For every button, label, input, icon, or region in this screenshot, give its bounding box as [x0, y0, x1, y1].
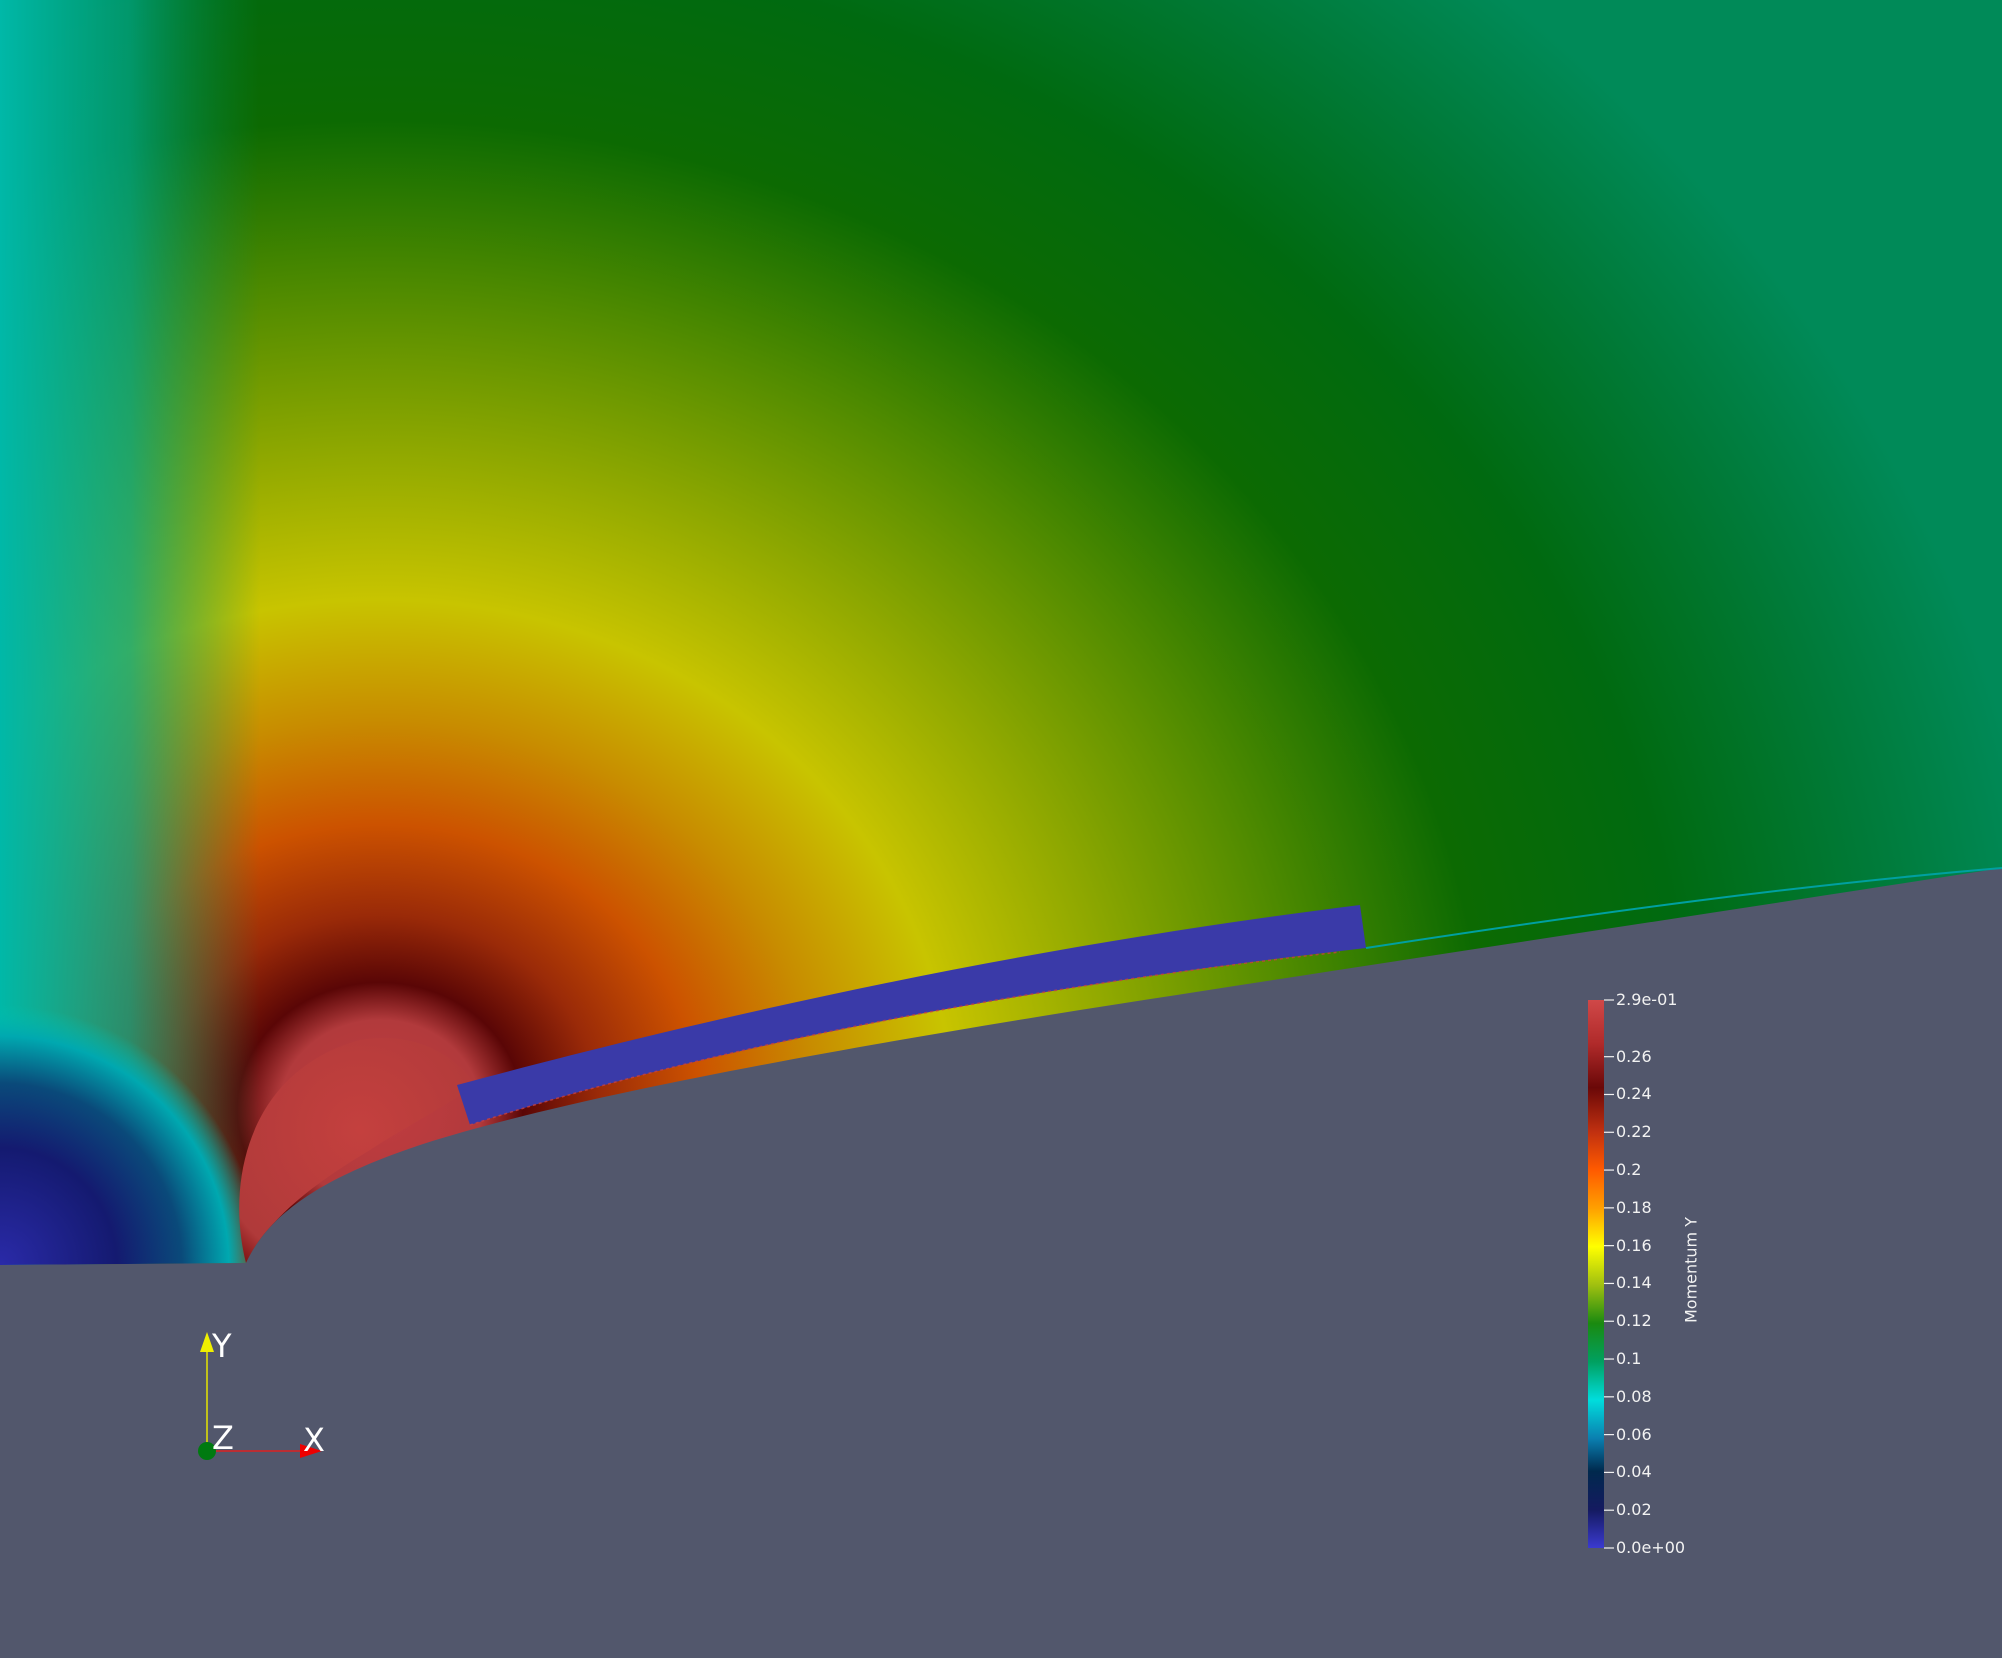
- z-origin-icon: [198, 1442, 216, 1460]
- flow-domain: [0, 0, 2002, 1265]
- shear-layer-strip: [457, 905, 1366, 1125]
- colorbar-tick-label: 0.0e+00: [1616, 1538, 1686, 1557]
- colorbar-tick-label: 0.08: [1616, 1386, 1652, 1406]
- colorbar-tick-label: 0.14: [1616, 1273, 1652, 1293]
- colorbar-title: Momentum Y: [1681, 1216, 1701, 1324]
- colorbar-tick-label: 0.04: [1616, 1462, 1652, 1482]
- colorbar-tick-label: 0.22: [1616, 1122, 1652, 1142]
- colorbar-tick-label: 0.02: [1616, 1500, 1652, 1520]
- colorbar-tick-label: 0.06: [1616, 1424, 1652, 1444]
- orientation-axes-lines: [198, 1332, 322, 1460]
- y-axis-label: Y: [212, 1327, 232, 1365]
- colorbar-tick-label: 0.12: [1616, 1311, 1652, 1331]
- x-arrow-icon: [300, 1444, 322, 1458]
- colorbar-tick-label: 0.26: [1616, 1046, 1652, 1066]
- z-axis-label: Z: [212, 1419, 234, 1457]
- colorbar-tick-label: 0.24: [1616, 1084, 1652, 1104]
- y-arrow-icon: [200, 1332, 214, 1352]
- colorbar-tick-label: 0.1: [1616, 1349, 1642, 1369]
- colorbar-tick-label: 0.2: [1616, 1160, 1642, 1180]
- colorbar-tick-label: 0.18: [1616, 1197, 1652, 1217]
- colorbar-gradient: [1588, 1000, 1604, 1548]
- colorbar-tick-label: 0.16: [1616, 1235, 1652, 1255]
- x-axis-label: X: [303, 1421, 325, 1459]
- colorbar-tick-label: 2.9e-01: [1616, 990, 1678, 1009]
- colorbar-tick-marks: [1604, 999, 1614, 1549]
